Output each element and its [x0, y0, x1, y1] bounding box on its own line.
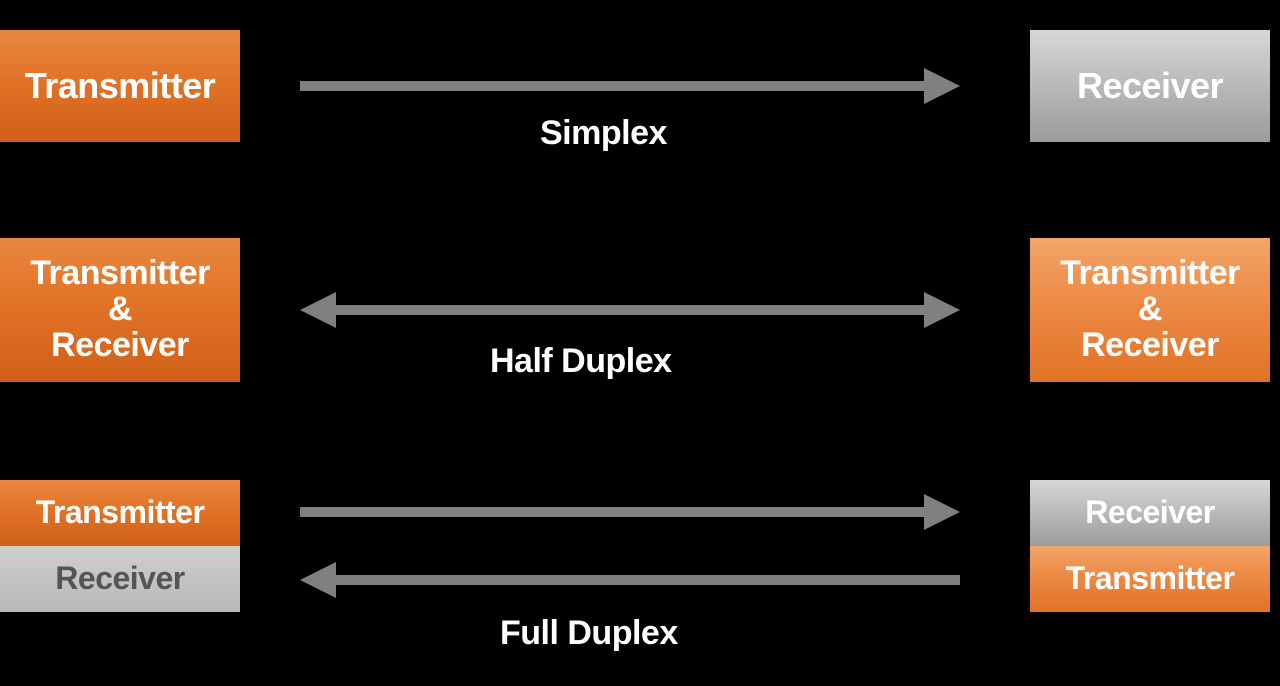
half-right-label: Transmitter & Receiver	[1060, 256, 1240, 363]
full-right-receiver-label: Receiver	[1085, 496, 1214, 530]
full-left-receiver-box: Receiver	[0, 546, 240, 612]
simplex-transmitter-label: Transmitter	[25, 67, 216, 105]
full-duplex-arrow-bottom	[300, 560, 960, 600]
full-mode-label: Full Duplex	[500, 614, 678, 653]
half-mode-label: Half Duplex	[490, 342, 672, 381]
half-duplex-arrow	[300, 290, 960, 330]
half-left-label: Transmitter & Receiver	[30, 256, 210, 363]
full-duplex-arrow-top	[300, 492, 960, 532]
full-right-transmitter-label: Transmitter	[1066, 562, 1235, 596]
full-right-receiver-box: Receiver	[1030, 480, 1270, 546]
simplex-receiver-box: Receiver	[1030, 30, 1270, 142]
half-right-box: Transmitter & Receiver	[1030, 238, 1270, 382]
full-left-transmitter-label: Transmitter	[36, 496, 205, 530]
diagram-canvas: Transmitter Receiver Simplex Transmitter…	[0, 0, 1280, 686]
full-left-transmitter-box: Transmitter	[0, 480, 240, 546]
simplex-mode-label: Simplex	[540, 114, 667, 153]
simplex-transmitter-box: Transmitter	[0, 30, 240, 142]
full-left-receiver-label: Receiver	[55, 562, 184, 596]
full-right-transmitter-box: Transmitter	[1030, 546, 1270, 612]
simplex-receiver-label: Receiver	[1077, 67, 1223, 105]
simplex-arrow	[300, 66, 960, 106]
half-left-box: Transmitter & Receiver	[0, 238, 240, 382]
